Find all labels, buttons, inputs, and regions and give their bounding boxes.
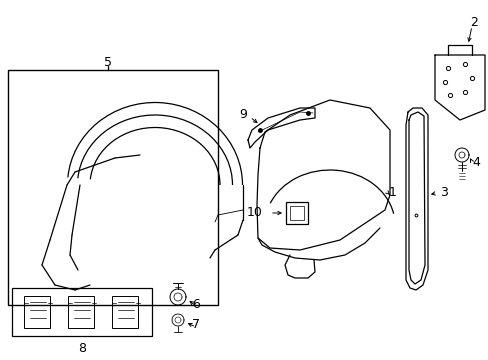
Bar: [24, 296, 50, 328]
Bar: [112, 296, 138, 328]
Bar: [68, 296, 94, 328]
Bar: [8, 70, 218, 305]
Text: 10: 10: [246, 207, 263, 220]
Text: 1: 1: [388, 186, 396, 199]
Text: 9: 9: [239, 108, 246, 122]
Bar: [12, 288, 152, 336]
Text: 6: 6: [192, 297, 200, 310]
Text: 8: 8: [78, 342, 86, 355]
Text: 5: 5: [104, 55, 112, 68]
Bar: [285, 202, 307, 224]
Text: 3: 3: [439, 186, 447, 199]
Bar: [289, 206, 304, 220]
Text: 2: 2: [469, 15, 477, 28]
Text: 4: 4: [471, 156, 479, 168]
Text: 7: 7: [192, 319, 200, 332]
